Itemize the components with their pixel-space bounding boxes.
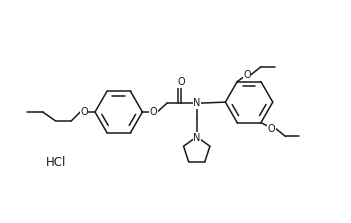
Text: O: O: [243, 70, 251, 80]
Text: N: N: [193, 133, 200, 143]
Text: N: N: [193, 98, 200, 108]
Text: O: O: [268, 124, 276, 134]
Text: HCl: HCl: [46, 156, 66, 169]
Text: O: O: [177, 77, 185, 87]
Text: O: O: [150, 107, 157, 117]
Text: O: O: [80, 107, 88, 117]
